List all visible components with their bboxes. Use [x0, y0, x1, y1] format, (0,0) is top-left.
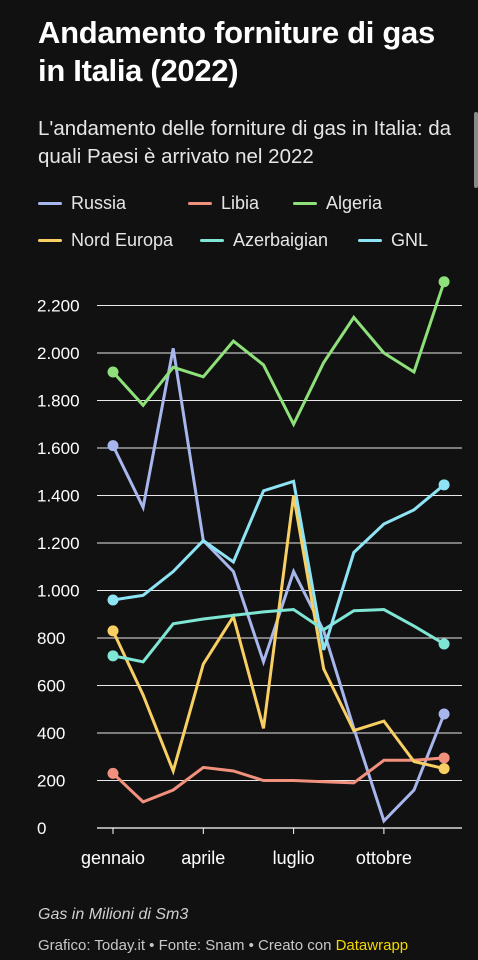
legend-item-algeria: Algeria: [293, 193, 382, 214]
legend-swatch: [358, 239, 382, 242]
y-tick-label: 1.600: [37, 439, 80, 458]
series-line-nord-europa: [111, 495, 446, 776]
scrollbar[interactable]: [474, 112, 478, 188]
legend-swatch: [38, 202, 62, 205]
legend-item-nord-europa: Nord Europa: [38, 230, 173, 251]
point-start-gnl: [107, 594, 119, 606]
datawrapper-link[interactable]: Datawrapp: [335, 937, 409, 954]
legend-swatch: [188, 202, 212, 205]
point-start-nord-europa: [107, 625, 119, 637]
series-line-gnl: [111, 479, 446, 651]
legend-item-russia: Russia: [38, 193, 126, 214]
legend-item-gnl: GNL: [358, 230, 428, 251]
legend-label: GNL: [391, 230, 429, 250]
legend-swatch: [38, 239, 62, 242]
y-tick-label: 1.400: [37, 487, 80, 506]
y-tick-label: 600: [37, 677, 65, 696]
legend-label: Azerbaigian: [233, 230, 329, 250]
point-end-libia: [438, 752, 450, 764]
series-line-russia: [111, 348, 446, 824]
series-line-algeria: [111, 280, 446, 428]
credits-text: Grafico: Today.it • Fonte: Snam • Creato…: [38, 937, 336, 954]
credits: Grafico: Today.it • Fonte: Snam • Creato…: [38, 937, 408, 954]
y-tick-label: 1.200: [37, 534, 80, 553]
y-tick-label: 1.000: [37, 582, 80, 601]
x-tick-label: aprile: [181, 848, 225, 868]
legend-label: Nord Europa: [71, 230, 174, 250]
series-line-azerbaigian: [111, 607, 446, 664]
x-tick-label: gennaio: [81, 848, 145, 868]
legend-label: Algeria: [326, 193, 383, 213]
unit-note: Gas in Milioni di Sm3: [38, 906, 189, 923]
point-start-azerbaigian: [107, 650, 119, 662]
series-line-libia: [111, 756, 446, 804]
y-tick-label: 2.200: [37, 297, 80, 316]
y-tick-label: 2.000: [37, 344, 80, 363]
legend-item-libia: Libia: [188, 193, 259, 214]
point-end-gnl: [438, 479, 450, 491]
legend-label: Libia: [221, 193, 260, 213]
line-chart: 0 200 400 600 800 1.000 1.200 1.400 1.600 1.800 2.…: [37, 276, 462, 868]
point-end-algeria: [438, 276, 450, 288]
point-end-azerbaigian: [438, 638, 450, 650]
y-tick-label: 1.800: [37, 392, 80, 411]
point-start-libia: [107, 767, 119, 779]
legend-swatch: [200, 239, 224, 242]
x-tick-label: ottobre: [356, 848, 412, 868]
point-start-russia: [107, 440, 119, 452]
legend-label: Russia: [71, 193, 127, 213]
chart-subtitle: L'andamento delle forniture di gas in It…: [38, 117, 452, 168]
y-tick-label: 200: [37, 772, 65, 791]
y-tick-label: 400: [37, 724, 65, 743]
chart-title: Andamento forniture di gas in Italia (20…: [38, 15, 435, 88]
legend-item-azerbaigian: Azerbaigian: [200, 230, 328, 251]
point-end-nord-europa: [438, 763, 450, 775]
y-tick-label: 0: [37, 819, 46, 838]
x-tick-label: luglio: [273, 848, 315, 868]
y-tick-label: 800: [37, 629, 65, 648]
legend-swatch: [293, 202, 317, 205]
point-end-russia: [438, 708, 450, 720]
point-start-algeria: [107, 366, 119, 378]
